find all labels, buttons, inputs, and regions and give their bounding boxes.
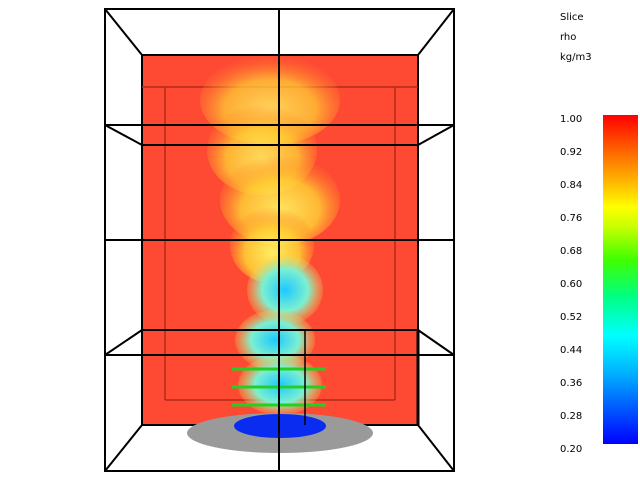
colorbar-tick-label: 0.60: [560, 279, 583, 290]
legend-title: Slice: [560, 12, 584, 23]
colorbar: [603, 115, 638, 444]
domain-wireframe: [104, 8, 455, 472]
colorbar-tick-label: 1.00: [560, 114, 583, 125]
colorbar-tick-label: 0.36: [560, 378, 583, 389]
colorbar-tick-label: 0.84: [560, 180, 583, 191]
colorbar-tick-label: 0.76: [560, 213, 583, 224]
colorbar-tick-label: 0.92: [560, 147, 583, 158]
colorbar-tick-label: 0.52: [560, 312, 583, 323]
colorbar-tick-label: 0.44: [560, 345, 583, 356]
fire-plume: [200, 55, 340, 415]
colorbar-tick-label: 0.28: [560, 411, 583, 422]
legend-header: Slice rho kg/m3: [560, 8, 592, 68]
colorbar-tick-label: 0.68: [560, 246, 583, 257]
colorbar-tick-label: 0.20: [560, 444, 583, 455]
legend-unit: kg/m3: [560, 52, 592, 63]
legend-quantity: rho: [560, 32, 577, 43]
